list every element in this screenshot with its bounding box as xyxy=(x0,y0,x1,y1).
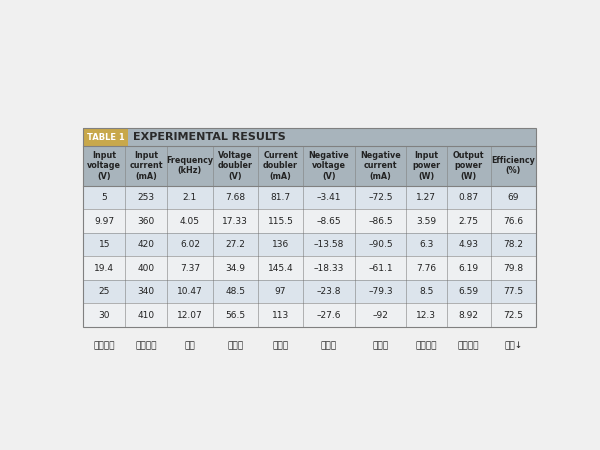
Text: 78.2: 78.2 xyxy=(503,240,523,249)
Text: 4.93: 4.93 xyxy=(458,240,479,249)
Text: 输入电流: 输入电流 xyxy=(136,342,157,351)
FancyBboxPatch shape xyxy=(83,129,536,146)
FancyBboxPatch shape xyxy=(83,233,536,256)
Text: Efficiency
(%): Efficiency (%) xyxy=(491,156,535,176)
Text: 15: 15 xyxy=(98,240,110,249)
FancyBboxPatch shape xyxy=(83,129,128,146)
Text: 负电流: 负电流 xyxy=(373,342,388,351)
Text: 48.5: 48.5 xyxy=(225,287,245,296)
Text: Current
doubler
(mA): Current doubler (mA) xyxy=(263,151,298,180)
Text: –61.1: –61.1 xyxy=(368,264,392,273)
Text: 4.05: 4.05 xyxy=(180,216,200,225)
Text: 12.3: 12.3 xyxy=(416,311,436,320)
Text: –72.5: –72.5 xyxy=(368,193,392,202)
Text: 6.59: 6.59 xyxy=(458,287,479,296)
Text: –27.6: –27.6 xyxy=(317,311,341,320)
Text: 69: 69 xyxy=(508,193,519,202)
Text: 6.19: 6.19 xyxy=(458,264,479,273)
Text: Input
power
(W): Input power (W) xyxy=(412,151,440,180)
Text: 输出功率: 输出功率 xyxy=(458,342,479,351)
Text: 倍流器: 倍流器 xyxy=(272,342,289,351)
Text: 77.5: 77.5 xyxy=(503,287,523,296)
Text: 12.07: 12.07 xyxy=(177,311,203,320)
Text: 倍压器: 倍压器 xyxy=(227,342,243,351)
Text: –90.5: –90.5 xyxy=(368,240,392,249)
Text: 113: 113 xyxy=(272,311,289,320)
Text: 频率: 频率 xyxy=(185,342,195,351)
Text: –92: –92 xyxy=(373,311,388,320)
Text: 360: 360 xyxy=(137,216,155,225)
Text: 76.6: 76.6 xyxy=(503,216,523,225)
Text: 7.76: 7.76 xyxy=(416,264,436,273)
Text: 8.5: 8.5 xyxy=(419,287,434,296)
Text: 9.97: 9.97 xyxy=(94,216,115,225)
Text: 25: 25 xyxy=(98,287,110,296)
Text: Voltage
doubler
(V): Voltage doubler (V) xyxy=(218,151,253,180)
FancyBboxPatch shape xyxy=(83,256,536,280)
Text: 7.68: 7.68 xyxy=(225,193,245,202)
Text: 输入电压: 输入电压 xyxy=(94,342,115,351)
Text: 0.87: 0.87 xyxy=(458,193,479,202)
Text: 253: 253 xyxy=(138,193,155,202)
FancyBboxPatch shape xyxy=(83,280,536,303)
Text: 效率↓: 效率↓ xyxy=(504,342,523,351)
Text: –86.5: –86.5 xyxy=(368,216,392,225)
Text: 3.59: 3.59 xyxy=(416,216,436,225)
Text: 5: 5 xyxy=(101,193,107,202)
Text: 79.8: 79.8 xyxy=(503,264,523,273)
Text: 30: 30 xyxy=(98,311,110,320)
FancyBboxPatch shape xyxy=(83,146,536,186)
Text: 1.27: 1.27 xyxy=(416,193,436,202)
Text: 81.7: 81.7 xyxy=(271,193,290,202)
Text: Frequency
(kHz): Frequency (kHz) xyxy=(166,156,214,176)
Text: 2.75: 2.75 xyxy=(458,216,479,225)
Text: 10.47: 10.47 xyxy=(177,287,203,296)
Text: 410: 410 xyxy=(138,311,155,320)
Text: 6.3: 6.3 xyxy=(419,240,434,249)
Text: 17.33: 17.33 xyxy=(222,216,248,225)
Text: Negative
voltage
(V): Negative voltage (V) xyxy=(308,151,349,180)
FancyBboxPatch shape xyxy=(83,209,536,233)
Text: 2.1: 2.1 xyxy=(183,193,197,202)
Text: 97: 97 xyxy=(275,287,286,296)
Text: –8.65: –8.65 xyxy=(317,216,341,225)
Text: –13.58: –13.58 xyxy=(314,240,344,249)
Text: –79.3: –79.3 xyxy=(368,287,392,296)
Text: 115.5: 115.5 xyxy=(268,216,293,225)
Text: 19.4: 19.4 xyxy=(94,264,115,273)
Text: 27.2: 27.2 xyxy=(225,240,245,249)
Text: Output
power
(W): Output power (W) xyxy=(453,151,484,180)
Text: 72.5: 72.5 xyxy=(503,311,523,320)
Text: –23.8: –23.8 xyxy=(317,287,341,296)
Text: Negative
current
(mA): Negative current (mA) xyxy=(360,151,401,180)
Text: –3.41: –3.41 xyxy=(317,193,341,202)
Text: 34.9: 34.9 xyxy=(225,264,245,273)
Text: 400: 400 xyxy=(138,264,155,273)
Text: 420: 420 xyxy=(138,240,155,249)
Text: 6.02: 6.02 xyxy=(180,240,200,249)
Text: Input
current
(mA): Input current (mA) xyxy=(130,151,163,180)
Text: –18.33: –18.33 xyxy=(314,264,344,273)
Text: 负电压: 负电压 xyxy=(321,342,337,351)
Text: 145.4: 145.4 xyxy=(268,264,293,273)
Text: EXPERIMENTAL RESULTS: EXPERIMENTAL RESULTS xyxy=(133,132,286,142)
Text: TABLE 1: TABLE 1 xyxy=(86,133,124,142)
Text: 输入功率: 输入功率 xyxy=(416,342,437,351)
Text: 8.92: 8.92 xyxy=(458,311,479,320)
Text: 7.37: 7.37 xyxy=(180,264,200,273)
Text: 340: 340 xyxy=(138,287,155,296)
FancyBboxPatch shape xyxy=(83,186,536,209)
Text: 136: 136 xyxy=(272,240,289,249)
Text: Input
voltage
(V): Input voltage (V) xyxy=(88,151,121,180)
Text: 56.5: 56.5 xyxy=(225,311,245,320)
FancyBboxPatch shape xyxy=(83,303,536,327)
